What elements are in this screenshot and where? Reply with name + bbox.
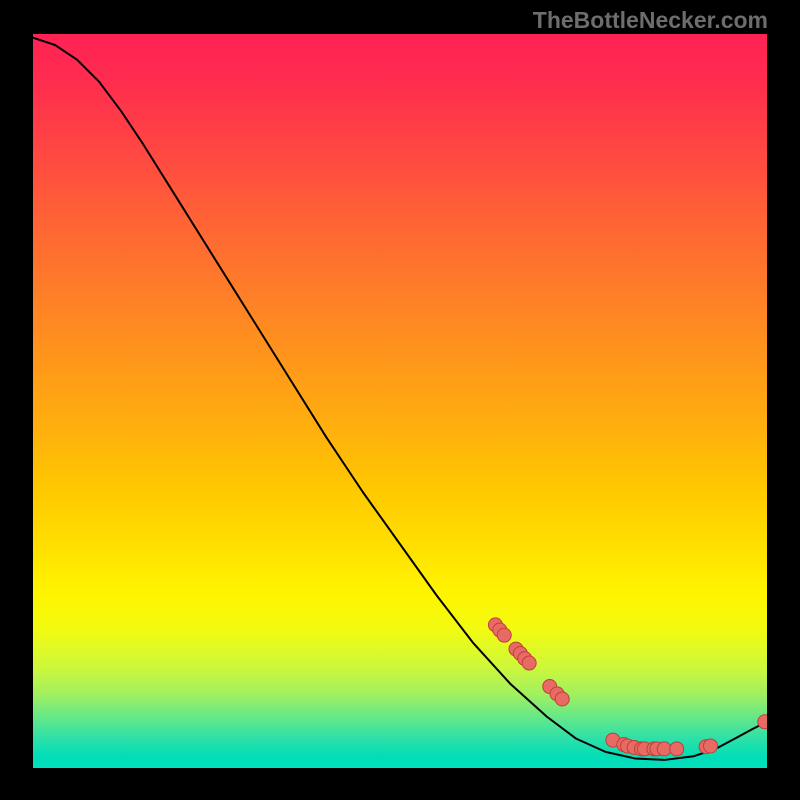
bottleneck-chart: [0, 0, 800, 800]
data-marker: [497, 628, 511, 642]
data-marker: [555, 692, 569, 706]
data-marker: [670, 742, 684, 756]
data-marker: [703, 739, 717, 753]
data-marker: [657, 742, 671, 756]
chart-stage: TheBottleNecker.com: [0, 0, 800, 800]
data-marker: [522, 656, 536, 670]
